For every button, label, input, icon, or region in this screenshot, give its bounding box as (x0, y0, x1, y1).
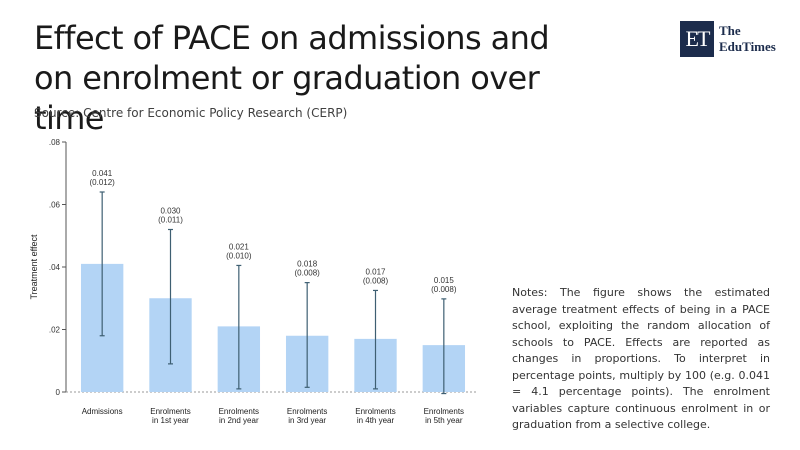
se-label: (0.008) (363, 276, 389, 285)
edutimes-logo[interactable]: ET The EduTimes (680, 21, 790, 57)
se-label: (0.011) (158, 216, 183, 225)
logo-wordmark: The EduTimes (719, 23, 776, 55)
data-label: 0.041 (92, 169, 113, 178)
se-label: (0.008) (431, 285, 457, 294)
y-tick-label: .04 (49, 263, 61, 272)
data-label: 0.021 (229, 242, 250, 251)
x-tick-label: Enrolments (150, 407, 190, 416)
se-label: (0.012) (89, 178, 115, 187)
x-tick-label: Enrolments (219, 407, 259, 416)
data-label: 0.018 (297, 260, 318, 269)
y-tick-label: .06 (49, 201, 61, 210)
logo-line-1: The (719, 23, 741, 38)
x-tick-label-line2: in 5th year (425, 416, 463, 425)
page-title: Effect of PACE on admissions and on enro… (34, 19, 550, 137)
x-tick-label-line2: in 3rd year (288, 416, 326, 425)
se-label: (0.008) (294, 269, 320, 278)
notes-text: Notes: The figure shows the estimated av… (512, 286, 770, 431)
x-tick-label-line2: in 1st year (152, 416, 189, 425)
logo-mark-icon: ET (680, 21, 714, 57)
x-tick-label: Admissions (82, 407, 123, 416)
y-axis-label: Treatment effect (29, 234, 39, 300)
logo-line-2: EduTimes (719, 39, 776, 54)
data-label: 0.030 (160, 207, 181, 216)
x-tick-label: Enrolments (424, 407, 464, 416)
data-label: 0.017 (365, 267, 386, 276)
source-note: Source: Centre for Economic Policy Resea… (34, 106, 348, 120)
x-tick-label-line2: in 4th year (357, 416, 395, 425)
x-tick-label: Enrolments (355, 407, 395, 416)
y-tick-label: .08 (49, 138, 61, 147)
x-tick-label-line2: in 2nd year (219, 416, 259, 425)
y-tick-label: .02 (49, 326, 61, 335)
x-tick-label: Enrolments (287, 407, 327, 416)
y-tick-label: 0 (56, 388, 61, 397)
data-label: 0.015 (434, 276, 455, 285)
treatment-effect-bar-chart: 0 .02 .04 .06 .08 Treatment effect 0.041(0.012… (29, 138, 478, 425)
se-label: (0.010) (226, 251, 252, 260)
